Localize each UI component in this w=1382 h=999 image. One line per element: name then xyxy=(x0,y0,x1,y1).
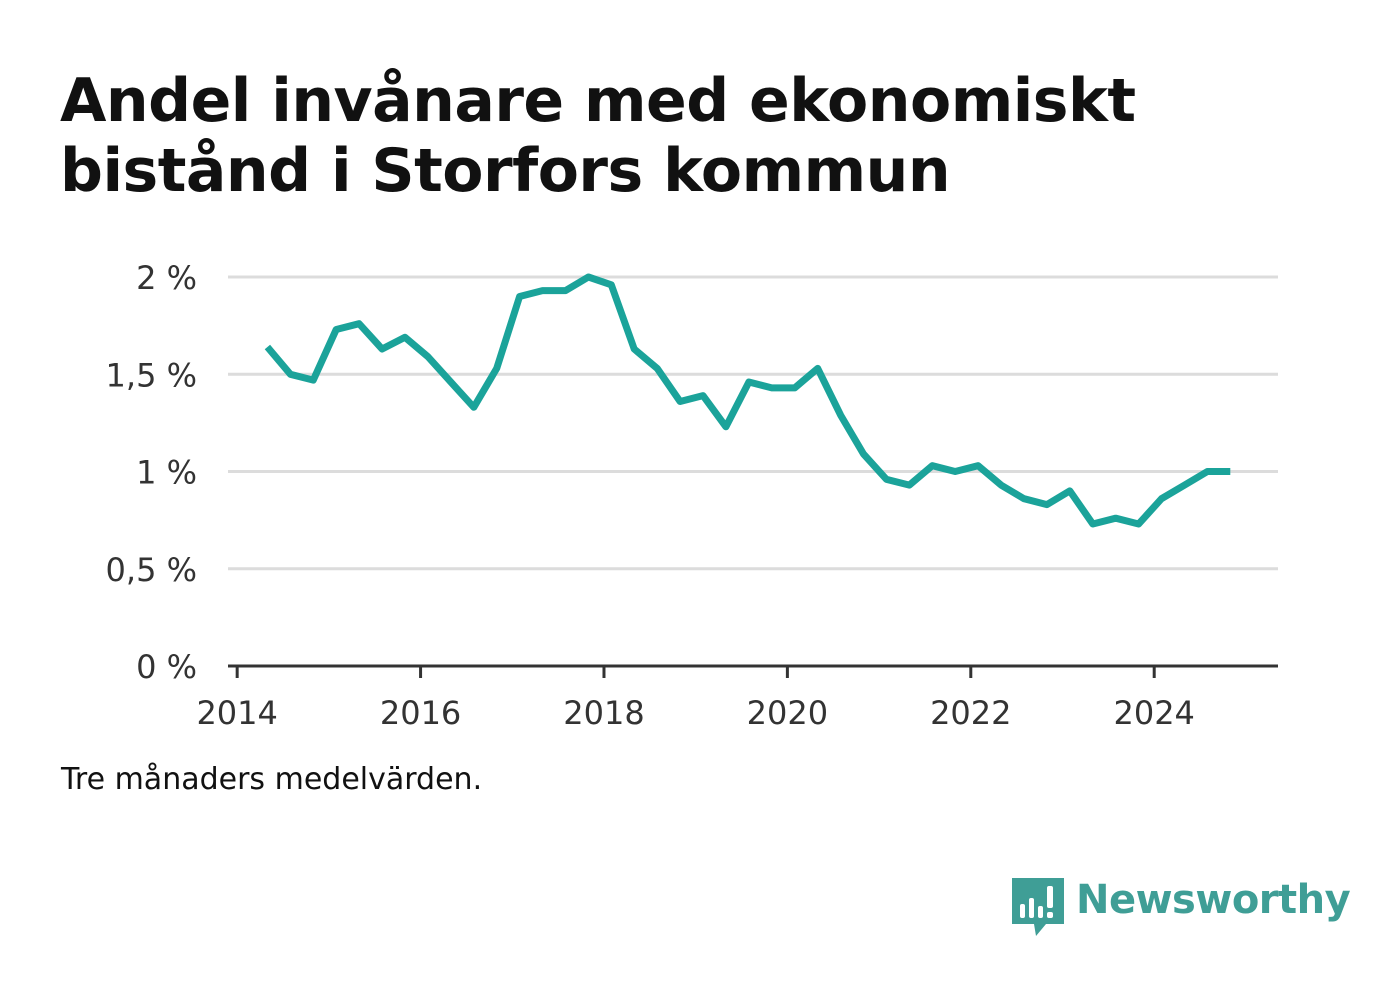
newsworthy-logo-icon xyxy=(1012,878,1064,936)
newsworthy-brand[interactable]: Newsworthy xyxy=(1010,876,1351,940)
x-tick-label: 2022 xyxy=(930,694,1011,732)
y-tick-label: 1 % xyxy=(136,454,197,492)
x-tick-label: 2016 xyxy=(380,694,461,732)
y-tick-label: 0 % xyxy=(136,648,197,686)
y-tick-label: 1,5 % xyxy=(106,356,197,394)
x-tick-label: 2020 xyxy=(747,694,828,732)
x-tick-label: 2014 xyxy=(196,694,277,732)
series-layer xyxy=(264,273,1231,528)
brand-name: Newsworthy xyxy=(1076,877,1351,923)
y-axis-tick-labels: 0 % 0,5 % 1 % 1,5 % 2 % xyxy=(106,259,197,686)
x-tick-label: 2024 xyxy=(1113,694,1194,732)
x-axis xyxy=(228,664,1278,678)
series-line xyxy=(264,273,1231,528)
chart-note: Tre månaders medelvärden. xyxy=(61,762,483,797)
grid-lines xyxy=(228,275,1278,571)
y-tick-label: 2 % xyxy=(136,259,197,297)
y-tick-label: 0,5 % xyxy=(106,551,197,589)
chart-title: Andel invånare med ekonomiskt bistånd i … xyxy=(60,66,1136,206)
x-axis-tick-labels: 2014 2016 2018 2020 2022 2024 xyxy=(196,694,1194,732)
x-tick-label: 2018 xyxy=(563,694,644,732)
